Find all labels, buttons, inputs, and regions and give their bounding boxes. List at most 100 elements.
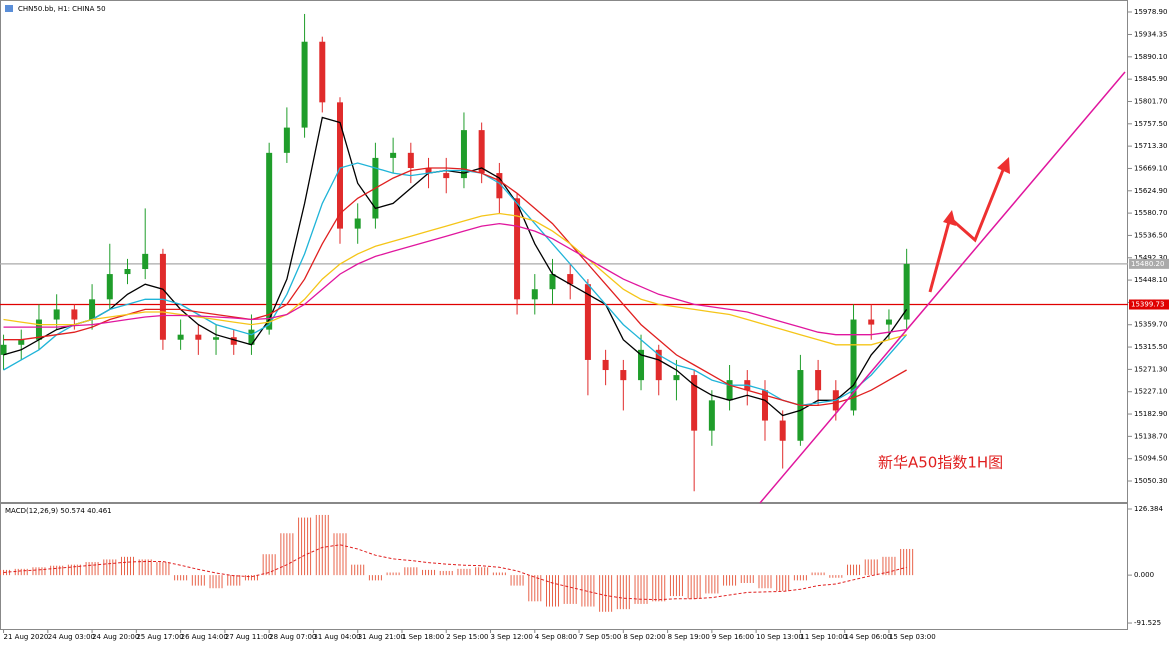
candle-body [903,263,910,320]
y-tick-label: 15713.30 [1134,142,1167,150]
candle-body [230,337,237,345]
plot-layer: 15978.90 15934.35 15890.10 15845.90 15801.70… [0,8,1169,641]
candle-body [177,334,184,340]
candle-body [319,41,326,103]
moving-average [3,222,907,336]
y-tick-label: 15315.50 [1134,343,1167,351]
y-tick-label: 15978.90 [1134,8,1167,16]
candle-body [496,173,503,199]
signal-line [3,544,907,601]
candle-body [425,168,432,174]
candle-body [460,130,467,179]
y-tick-label: 15094.50 [1134,455,1167,463]
candle-body [602,359,609,371]
candle-body [159,253,166,340]
candle-body [691,375,698,431]
x-tick-label: 9 Sep 16:00 [712,633,754,641]
x-tick-label: 26 Aug 14:00 [181,633,228,641]
y-tick-label: 15050.30 [1134,477,1167,485]
x-tick-label: 8 Sep 02:00 [623,633,665,641]
chart-title: CHN50.bb, H1: CHINA 50 [18,5,106,13]
y-tick-label: 15359.70 [1134,321,1167,329]
forecast-arrows [928,157,1010,293]
candle-body [478,130,485,174]
y-tick-label: 15757.50 [1134,120,1167,128]
y-tick-label: 15492.30 [1134,254,1167,262]
y-tick-label: 15227.10 [1134,388,1167,396]
y-tick-label: 0.000 [1134,571,1154,579]
x-tick-label: 4 Sep 08:00 [535,633,577,641]
candle-body [514,198,521,300]
candle-body [0,344,7,355]
price-label-box [1129,258,1169,269]
y-tick-label: 15536.50 [1134,231,1167,239]
candle-body [531,289,538,300]
y-tick-label: 15801.70 [1134,97,1167,105]
candle-body [248,329,255,345]
x-tick-label: 28 Aug 07:00 [269,633,316,641]
candle-body [89,299,96,320]
x-tick-label: 11 Sep 10:00 [800,633,847,641]
candle-body [567,274,574,285]
candle-body [885,319,892,325]
candle-body [390,152,397,158]
x-tick-label: 2 Sep 15:00 [446,633,488,641]
x-tick-label: 10 Sep 13:00 [756,633,803,641]
moving-average [3,167,907,407]
candle-body [213,337,220,340]
macd-panel [0,503,1128,630]
main-panel [0,0,1128,503]
candle-body [761,390,768,421]
x-tick-label: 24 Aug 03:00 [48,633,95,641]
trend-line [759,71,1126,504]
x-tick-label: 21 Aug 2020 [4,633,49,641]
x-tick-label: 24 Aug 20:00 [92,633,139,641]
candle-body [18,339,25,345]
candle-body [638,349,645,381]
candle-body [336,102,343,229]
y-tick-label: 15669.10 [1134,164,1167,172]
candle-body [620,370,627,381]
y-tick-label: 15845.90 [1134,75,1167,83]
x-tick-label: 31 Aug 21:00 [358,633,405,641]
candle-body [779,420,786,441]
y-tick-label: 15182.90 [1134,410,1167,418]
candle-body [195,334,202,340]
candle-body [443,173,450,179]
candle-body [407,152,414,169]
y-tick-label: 15624.90 [1134,187,1167,195]
moving-average [3,162,908,407]
y-tick-label: 15448.10 [1134,276,1167,284]
candle-body [106,274,113,300]
price-label: 15480.20 [1131,260,1164,268]
x-tick-label: 3 Sep 12:00 [491,633,533,641]
candle-body [850,319,857,411]
candle-body [266,152,273,330]
price-label: 15399.73 [1131,301,1164,309]
x-tick-label: 27 Aug 11:00 [225,633,272,641]
x-tick-label: 31 Aug 04:00 [313,633,360,641]
price-label-box [1129,299,1169,310]
candle-body [283,127,290,153]
moving-average [3,116,908,417]
x-tick-label: 8 Sep 19:00 [668,633,710,641]
moving-average [3,212,907,346]
x-tick-label: 7 Sep 05:00 [579,633,621,641]
candle-body [815,370,822,391]
candle-body [124,269,131,275]
candle-body [549,274,556,290]
y-tick-label: -91.525 [1134,619,1161,627]
candle-body [35,319,42,340]
y-tick-label: 126.384 [1134,505,1163,513]
y-tick-label: 15138.70 [1134,432,1167,440]
x-tick-label: 14 Sep 06:00 [845,633,892,641]
annotation: 新华A50指数1H图 [878,454,1003,472]
candle-body [868,319,875,325]
candle-body [584,284,591,360]
x-tick-label: 15 Sep 03:00 [889,633,936,641]
candle-body [301,41,308,128]
y-tick-label: 15934.35 [1134,30,1167,38]
candle-body [726,380,733,401]
x-tick-label: 1 Sep 18:00 [402,633,444,641]
